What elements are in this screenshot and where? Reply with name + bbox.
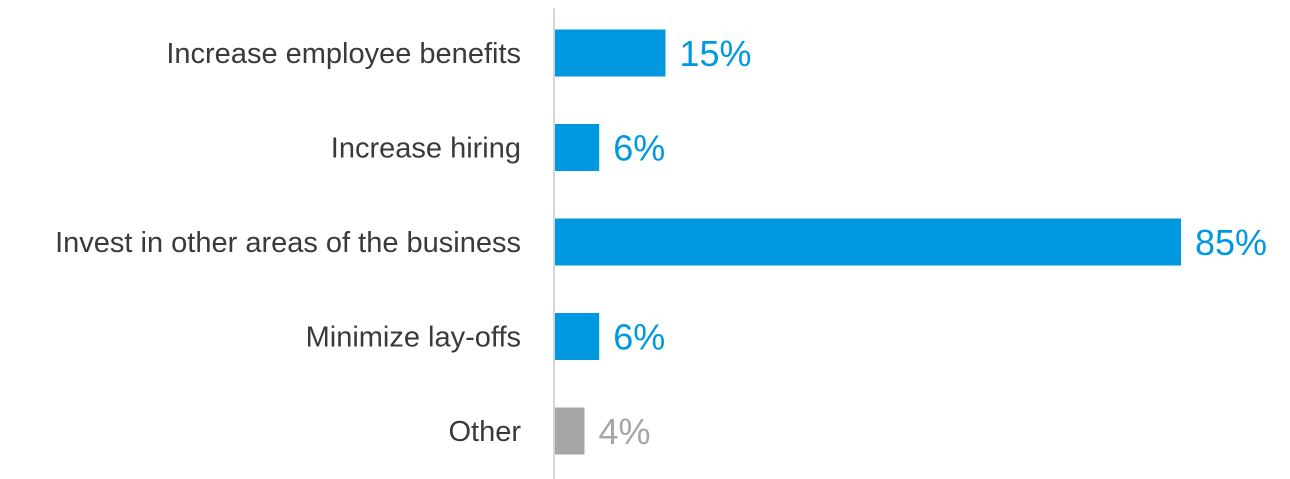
category-label: Increase employee benefits [166, 38, 521, 70]
bar [555, 218, 1181, 266]
bar [555, 124, 600, 171]
category-label: Minimize lay-offs [306, 322, 521, 354]
bar [555, 29, 666, 77]
category-label: Other [448, 416, 521, 448]
data-label: 4% [598, 411, 650, 452]
bar [555, 313, 600, 360]
data-label: 85% [1195, 222, 1267, 263]
bar [555, 407, 585, 455]
value-labels: 15% 6% 85% 6% 4% [598, 33, 1267, 452]
data-label: 15% [679, 33, 751, 74]
data-label: 6% [613, 128, 665, 169]
bars-layer [555, 29, 1181, 455]
category-label: Increase hiring [331, 133, 521, 165]
category-labels: Increase employee benefits Increase hirin… [55, 38, 521, 448]
data-label: 6% [613, 317, 665, 358]
category-label: Invest in other areas of the business [55, 227, 521, 259]
